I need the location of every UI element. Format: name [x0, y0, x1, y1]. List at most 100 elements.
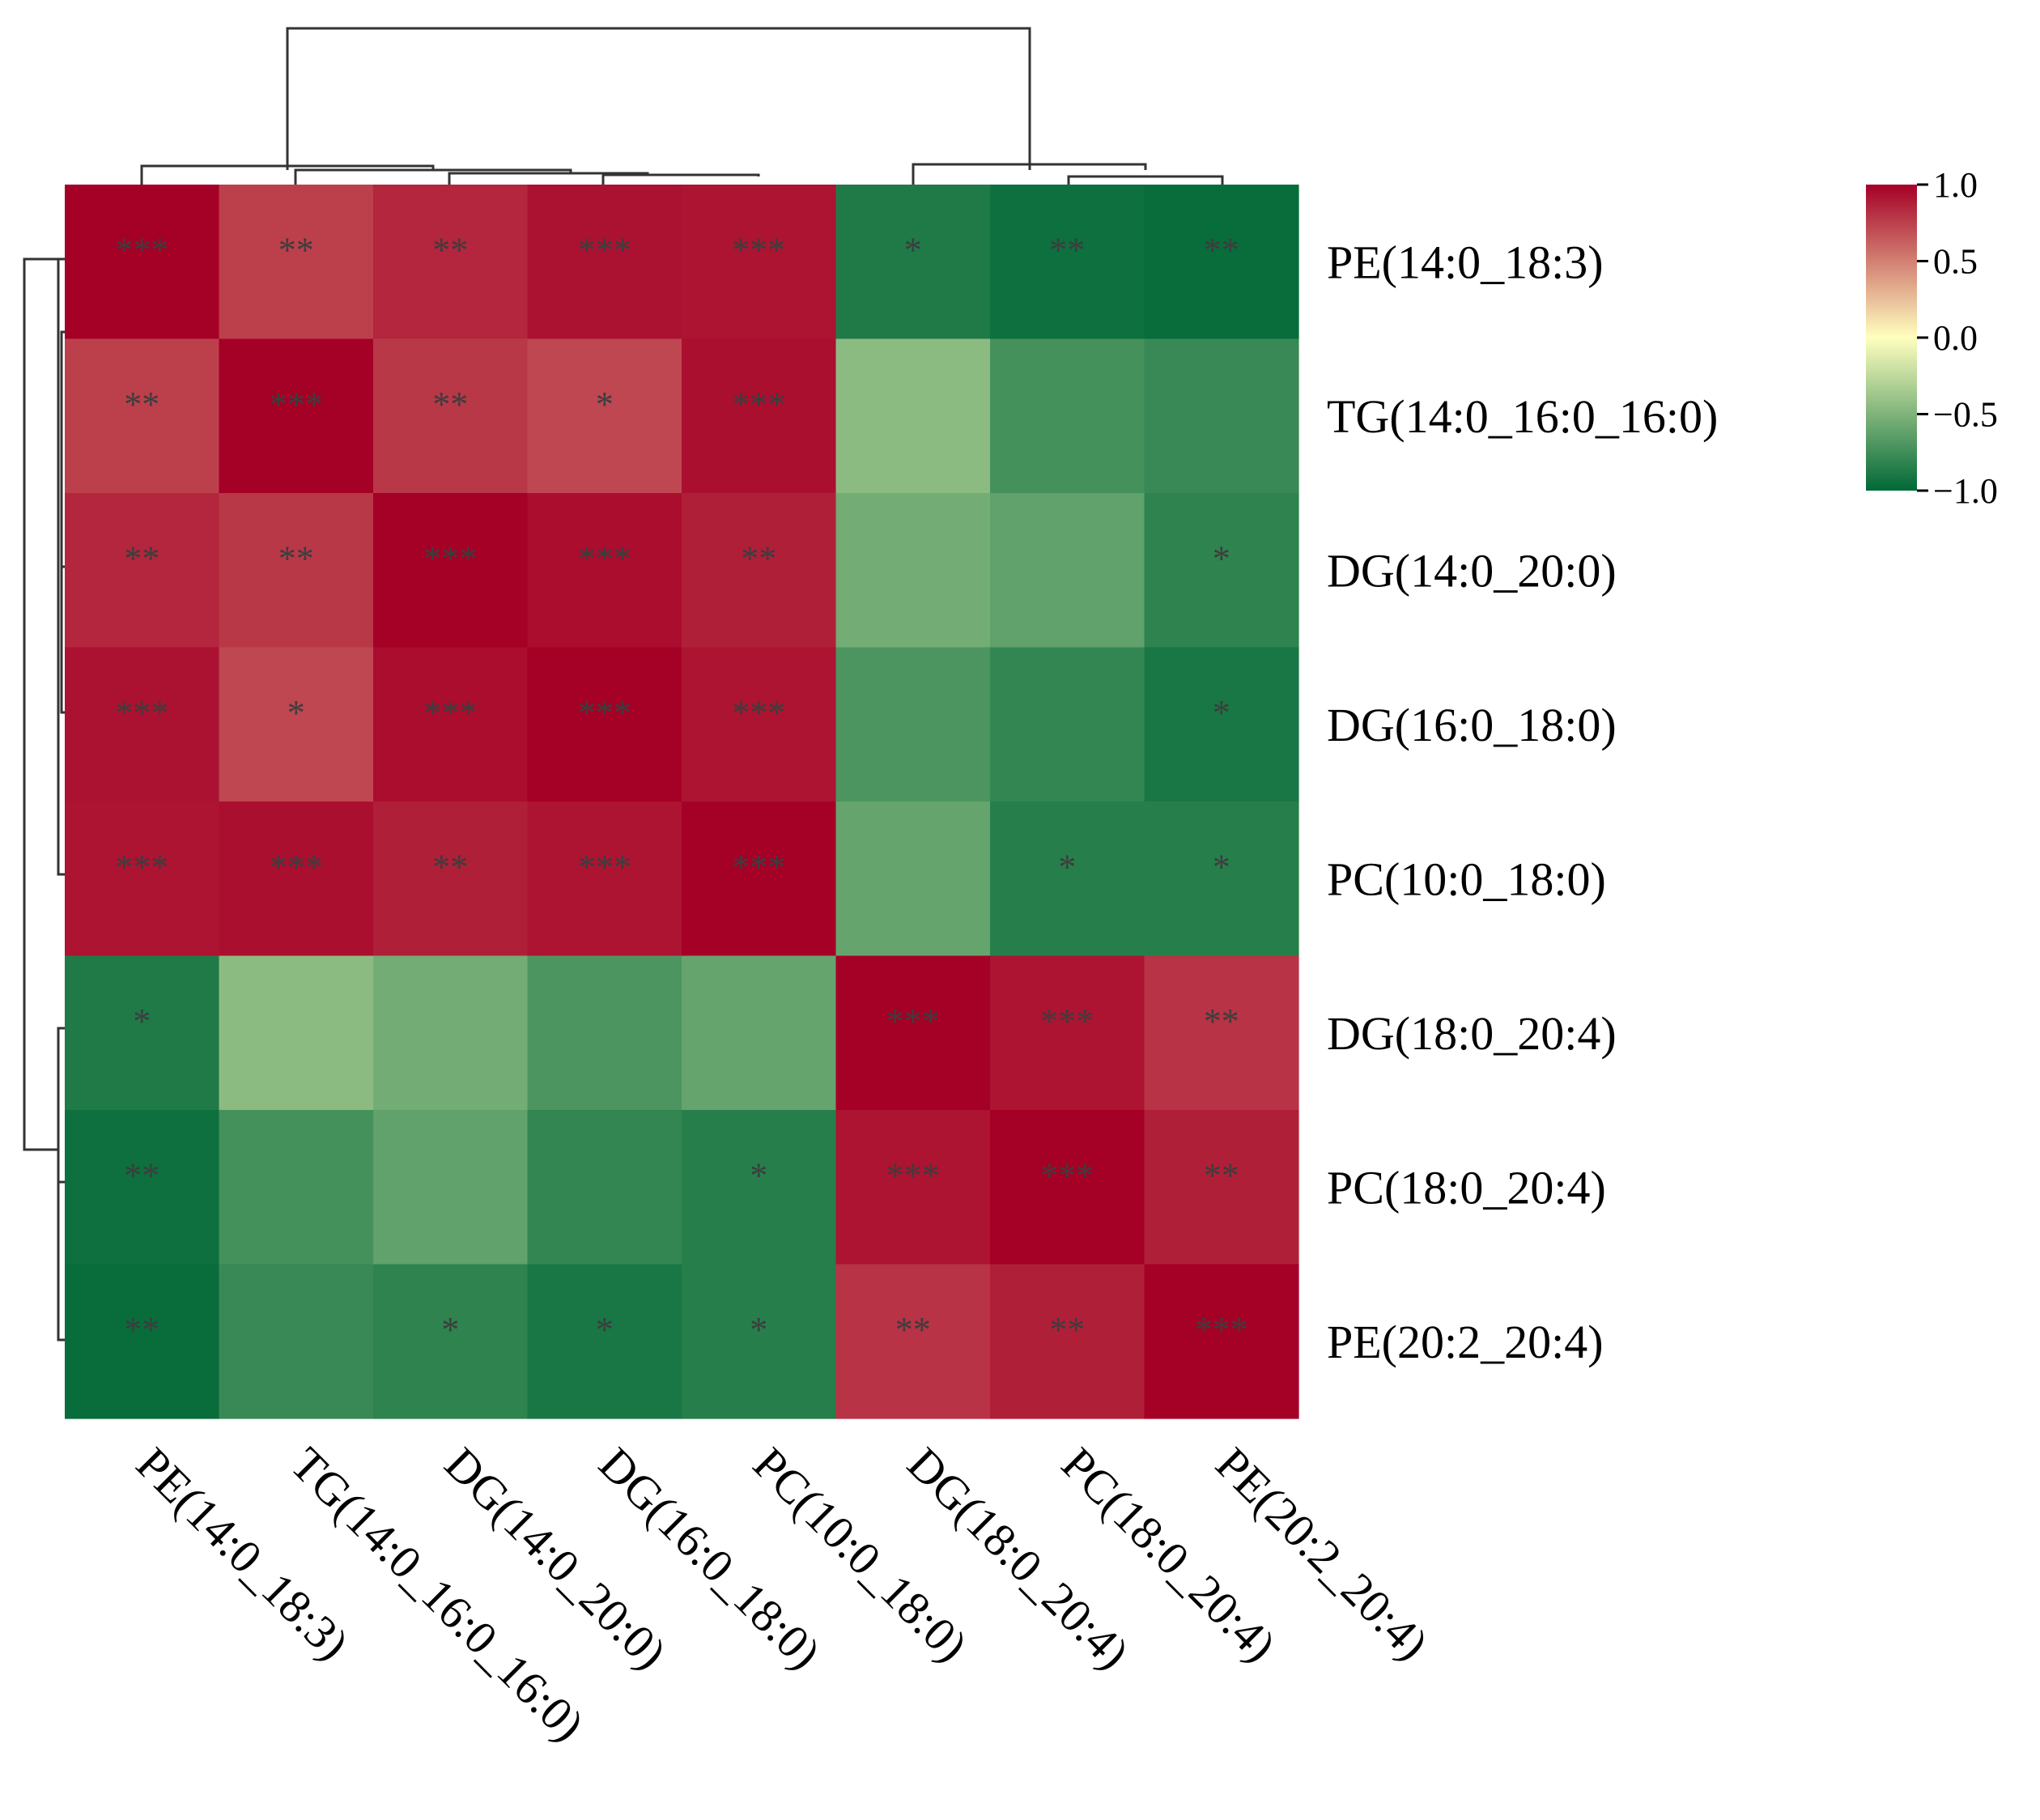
heatmap-cell [990, 185, 1145, 340]
heatmap-cell [1144, 647, 1299, 802]
heatmap-cell [219, 955, 374, 1111]
row-labels: PE(14:0_18:3) TG(14:0_16:0_16:0) DG(14:0_2… [1327, 236, 1718, 1368]
heatmap-cell [373, 802, 529, 957]
heatmap-cell [65, 955, 220, 1111]
significance-label: *** [270, 847, 323, 887]
significance-label: *** [578, 230, 631, 270]
heatmap-cell [527, 493, 682, 648]
heatmap-cell [1144, 1110, 1299, 1265]
significance-label: *** [886, 1001, 940, 1041]
significance-label: *** [270, 385, 323, 424]
heatmap-cell [1144, 1264, 1299, 1419]
significance-label: * [1213, 693, 1230, 733]
significance-label: * [750, 1310, 767, 1350]
significance-label: *** [115, 847, 168, 887]
heatmap-cell [835, 1264, 991, 1419]
colorbar-gradient [1866, 185, 1917, 491]
row-label: DG(16:0_18:0) [1327, 699, 1617, 751]
significance-label: ** [124, 538, 159, 578]
heatmap-cell [682, 1264, 837, 1419]
heatmap-cell [682, 955, 837, 1111]
significance-label: * [596, 385, 614, 424]
heatmap-cell [373, 1110, 529, 1265]
colorbar-tick-label: −1.0 [1933, 471, 1998, 511]
dendrogram-branch [601, 173, 760, 185]
significance-label: * [1213, 538, 1230, 578]
heatmap-cell [527, 1110, 682, 1265]
significance-label: ** [1204, 1001, 1239, 1041]
dendrogram-branch [912, 163, 1147, 185]
heatmap-cell [219, 802, 374, 957]
significance-label: * [287, 693, 305, 733]
dendrogram-branch [1067, 175, 1224, 185]
row-label: PC(18:0_20:4) [1327, 1161, 1606, 1214]
heatmap-cell [219, 338, 374, 494]
heatmap-cell [527, 338, 682, 494]
dendrogram-branch [23, 257, 58, 1151]
heatmap-cell [835, 955, 991, 1111]
dendrogram-branch [57, 257, 65, 876]
heatmap-cell [219, 493, 374, 648]
significance-label: *** [732, 230, 785, 270]
column-label: TG(14:0_16:0_16:0) [281, 1437, 595, 1751]
dendrogram-branch [60, 330, 65, 568]
significance-label: * [750, 1155, 767, 1195]
significance-label: *** [115, 693, 168, 733]
colorbar-tick-label: 0.5 [1933, 242, 1978, 282]
heatmap-cell [373, 1264, 529, 1419]
heatmap-cell [682, 802, 837, 957]
heatmap-cell [990, 802, 1145, 957]
significance-label: * [441, 1310, 459, 1350]
column-dendrogram [140, 27, 1224, 185]
heatmap-cell [682, 185, 837, 340]
heatmap-cell [1144, 185, 1299, 340]
row-label: PE(20:2_20:4) [1327, 1316, 1604, 1368]
row-label: PE(14:0_18:3) [1327, 236, 1604, 288]
significance-label: *** [115, 230, 168, 270]
heatmap-cell [527, 185, 682, 340]
heatmap-cell [835, 1110, 991, 1265]
heatmap-cell [990, 955, 1145, 1111]
heatmap-cell [990, 493, 1145, 648]
heatmap-cell [1144, 338, 1299, 494]
significance-label: *** [578, 693, 631, 733]
heatmap-cell [219, 1264, 374, 1419]
colorbar-tick-label: 0.0 [1933, 318, 1978, 358]
significance-label: ** [278, 230, 314, 270]
dendrogram-branch [294, 168, 572, 185]
row-label: TG(14:0_16:0_16:0) [1327, 390, 1718, 443]
significance-label: ** [895, 1310, 931, 1350]
significance-label: * [1058, 847, 1076, 887]
heatmap-cell [835, 185, 991, 340]
heatmap-cell [990, 1110, 1145, 1265]
heatmap-cell [373, 185, 529, 340]
heatmap-cell [373, 338, 529, 494]
heatmap-cell [65, 802, 220, 957]
colorbar: 1.0 0.5 0.0 −0.5 −1.0 [1866, 165, 1998, 511]
heatmap-cell [990, 1264, 1145, 1419]
heatmap-cell [527, 802, 682, 957]
dendrogram-branch [286, 27, 1031, 170]
heatmap-cell [682, 493, 837, 648]
heatmap-cell [219, 1110, 374, 1265]
row-dendrogram [23, 257, 65, 1342]
heatmap-cell [990, 338, 1145, 494]
heatmap-cell [65, 185, 220, 340]
significance-label: *** [1195, 1310, 1248, 1350]
significance-label: * [133, 1001, 151, 1041]
heatmap-cell [65, 1110, 220, 1265]
significance-label: *** [423, 538, 477, 578]
heatmap-cell [1144, 493, 1299, 648]
significance-label: ** [124, 385, 159, 424]
heatmap-cell [682, 647, 837, 802]
significance-label: ** [124, 1155, 159, 1195]
dendrogram-branch [57, 1182, 65, 1342]
significance-marks: *** ** ** *** *** * ** **** *** ** * ***** ** *** *** *… [115, 230, 1248, 1350]
significance-label: ** [1049, 1310, 1085, 1350]
colorbar-tick-label: −0.5 [1933, 395, 1998, 435]
significance-label: ** [1204, 1155, 1239, 1195]
significance-label: *** [1040, 1001, 1094, 1041]
heatmap-cell [65, 338, 220, 494]
row-label: PC(10:0_18:0) [1327, 853, 1606, 905]
